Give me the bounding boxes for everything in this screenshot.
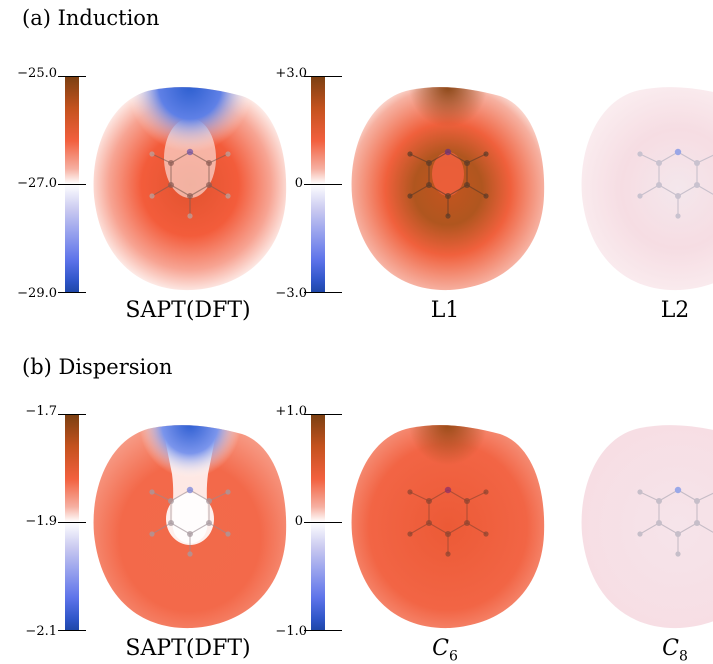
colorbar-tick (58, 292, 86, 293)
induction-sapt-map (93, 87, 287, 291)
dispersion-c6-map (351, 425, 545, 629)
caption-dispersion-c6: C6 (410, 636, 480, 664)
colorbar-tick (58, 76, 86, 77)
colorbar-bottom-label: −1.0 (275, 624, 307, 639)
colorbar-tick (304, 292, 342, 293)
panel-a-title: (a) Induction (22, 6, 160, 30)
caption-c6-subscript: 6 (448, 648, 458, 664)
colorbar-bottom-label: −3.0 (275, 286, 307, 301)
caption-dispersion-sapt: SAPT(DFT) (125, 636, 251, 661)
induction-l2-map (581, 87, 713, 291)
induction-l1-map (351, 87, 545, 291)
colorbar-tick (304, 522, 342, 523)
panel-b-title: (b) Dispersion (22, 355, 173, 379)
dispersion-c8-map (581, 425, 713, 629)
colorbar-top-label: −25.0 (17, 66, 57, 81)
colorbar-tick (58, 184, 86, 185)
caption-dispersion-c8: C8 (640, 636, 710, 664)
colorbar-tick (58, 630, 86, 631)
colorbar-tick (58, 414, 86, 415)
colorbar-bottom-label: −29.0 (17, 286, 57, 301)
colorbar-top-label: +1.0 (275, 404, 307, 419)
colorbar-top-label: +3.0 (275, 66, 307, 81)
caption-c8-subscript: 8 (678, 648, 688, 664)
colorbar-tick (304, 630, 342, 631)
caption-induction-l2: L2 (660, 298, 690, 323)
colorbar-top-label: −1.7 (25, 404, 57, 419)
colorbar-tick (58, 522, 86, 523)
caption-c8-letter: C (662, 636, 679, 661)
caption-induction-l1: L1 (430, 298, 460, 323)
caption-induction-sapt: SAPT(DFT) (125, 298, 251, 323)
colorbar-tick (304, 76, 342, 77)
colorbar-tick (304, 184, 342, 185)
colorbar-mid-label: −27.0 (17, 176, 57, 191)
dispersion-sapt-map (93, 425, 287, 629)
caption-c6-letter: C (432, 636, 449, 661)
colorbar-bottom-label: −2.1 (25, 624, 57, 639)
colorbar-tick (304, 414, 342, 415)
colorbar-mid-label: −1.9 (25, 514, 57, 529)
colorbar-mid-label: 0 (294, 176, 303, 191)
colorbar-mid-label: 0 (294, 514, 303, 529)
